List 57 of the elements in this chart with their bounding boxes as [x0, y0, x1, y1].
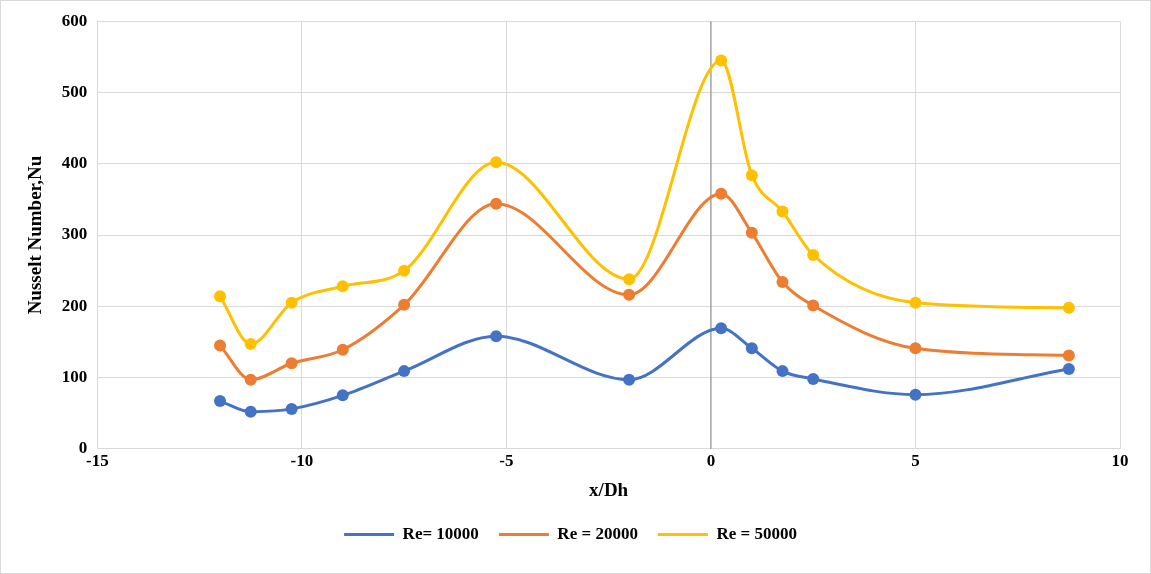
- point: [745, 226, 758, 239]
- point: [285, 357, 298, 370]
- point: [336, 280, 349, 293]
- point: [715, 322, 728, 335]
- point: [715, 54, 728, 67]
- x-tick-label: -15: [85, 451, 109, 471]
- y-tick-label: 300: [61, 224, 88, 244]
- point: [336, 343, 349, 356]
- point: [715, 187, 728, 200]
- point: [623, 288, 636, 301]
- point: [807, 372, 820, 385]
- point: [398, 365, 411, 378]
- point: [398, 298, 411, 311]
- y-tick-label: 400: [61, 153, 88, 173]
- y-tick-label: 0: [78, 438, 88, 458]
- point: [776, 205, 789, 218]
- point: [214, 395, 227, 408]
- point: [398, 264, 411, 277]
- point: [285, 296, 298, 309]
- x-tick-label: 5: [911, 451, 920, 471]
- y-tick-label: 500: [61, 81, 88, 101]
- point: [1062, 362, 1075, 375]
- x-axis-title: x/Dh: [589, 478, 629, 500]
- y-tick-label: 600: [61, 10, 88, 30]
- point: [807, 248, 820, 261]
- point: [807, 299, 820, 312]
- x-tick-label: -5: [499, 451, 514, 471]
- point: [745, 169, 758, 182]
- x-tick-label: 10: [1111, 451, 1129, 471]
- y-tick-label: 100: [61, 366, 88, 386]
- point: [244, 373, 257, 386]
- point: [214, 290, 227, 303]
- point: [623, 373, 636, 386]
- point: [490, 330, 503, 343]
- x-tick-label: 0: [706, 451, 716, 471]
- point: [909, 342, 922, 355]
- point: [336, 389, 349, 402]
- point: [490, 197, 503, 210]
- point: [776, 276, 789, 289]
- legend-label: Re = 20000: [557, 523, 638, 543]
- point: [909, 388, 922, 401]
- point: [1062, 349, 1075, 362]
- y-axis-title: Nusselt Number,Nu: [24, 155, 46, 315]
- point: [214, 339, 227, 352]
- point: [909, 296, 922, 309]
- point: [776, 365, 789, 378]
- point: [244, 405, 257, 418]
- point: [285, 402, 298, 415]
- point: [745, 342, 758, 355]
- point: [1062, 301, 1075, 314]
- y-tick-label: 200: [61, 295, 88, 315]
- point: [623, 273, 636, 286]
- legend-label: Re= 10000: [402, 523, 479, 543]
- x-tick-label: -10: [290, 451, 314, 471]
- legend-label: Re = 50000: [716, 523, 797, 543]
- point: [490, 156, 503, 169]
- point: [244, 338, 257, 351]
